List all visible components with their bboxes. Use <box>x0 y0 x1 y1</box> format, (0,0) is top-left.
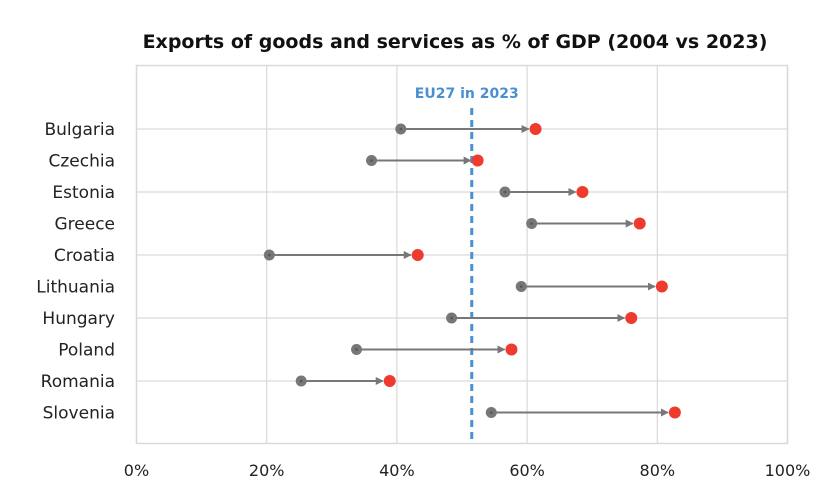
category-label: Poland <box>58 341 115 361</box>
x-tick-label: 100% <box>765 461 811 480</box>
category-label: Greece <box>54 215 115 235</box>
point-2023 <box>625 312 638 324</box>
point-2023 <box>505 343 518 356</box>
chart-title: Exports of goods and services as % of GD… <box>143 31 768 53</box>
category-label: Estonia <box>52 183 115 203</box>
x-axis-tick-labels: 0% 20% 40% 60% 80% 100% <box>124 461 811 480</box>
category-label: Hungary <box>42 309 115 329</box>
point-2023 <box>411 249 424 261</box>
point-2004-center <box>299 379 303 383</box>
x-tick-label: 80% <box>640 461 676 480</box>
category-label: Czechia <box>48 152 115 172</box>
point-2023 <box>576 186 589 198</box>
point-2023 <box>633 217 646 230</box>
category-label: Bulgaria <box>45 120 116 140</box>
point-2023 <box>471 154 484 167</box>
point-2004-center <box>530 222 533 225</box>
point-2004-center <box>489 411 493 414</box>
category-label: Romania <box>41 372 115 392</box>
plot-area-border <box>135 64 789 445</box>
point-2004-center <box>519 285 523 288</box>
point-2004-center <box>450 316 453 320</box>
gridlines <box>135 65 789 444</box>
point-2023 <box>655 280 668 293</box>
x-tick-label: 20% <box>249 461 285 480</box>
category-labels: Bulgaria Czechia Estonia Greece Croatia Lithu… <box>36 120 115 424</box>
dumbbell-marks <box>263 123 681 419</box>
reference-line-group: EU27 in 2023 <box>415 86 519 444</box>
x-tick-label: 40% <box>379 461 415 480</box>
category-label: Slovenia <box>43 404 115 424</box>
point-2023 <box>529 123 542 135</box>
point-2004-center <box>268 253 271 257</box>
category-label: Lithuania <box>36 278 115 298</box>
point-2004-center <box>370 159 373 162</box>
point-2023 <box>668 406 681 419</box>
x-tick-label: 0% <box>124 461 149 480</box>
point-2004-center <box>355 348 358 351</box>
category-label: Croatia <box>54 246 115 266</box>
point-2004-center <box>503 190 507 194</box>
x-tick-label: 60% <box>509 461 545 480</box>
eu27-reference-label: EU27 in 2023 <box>415 86 519 102</box>
point-2023 <box>383 375 396 387</box>
point-2004-center <box>399 127 403 131</box>
